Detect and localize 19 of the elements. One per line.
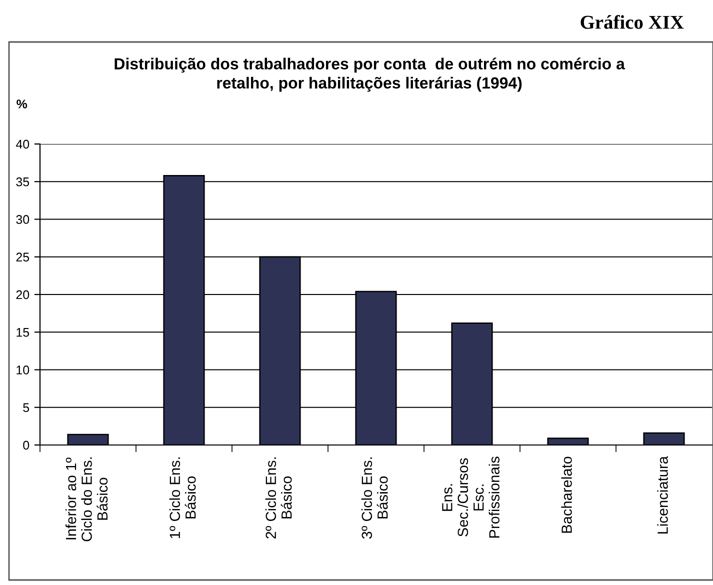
y-tick-label: 5 xyxy=(23,403,30,412)
x-tick-label: Ens. Sec./Cursos Esc. Profissionais xyxy=(442,456,500,538)
y-tick-label: 40 xyxy=(16,140,30,149)
y-tick-label: 20 xyxy=(16,290,30,300)
text: Gráfico XIX xyxy=(580,14,684,29)
y-tick-label: 25 xyxy=(16,252,30,262)
y-tick-label: 15 xyxy=(16,328,30,337)
x-tick-label: Licenciatura xyxy=(657,456,668,534)
y-tick-label: 30 xyxy=(16,215,30,224)
x-tick-label: Inferior ao 1º Ciclo do Ens. Básico xyxy=(65,457,108,542)
chart-title: Distribuição dos trabalhadores por conta de outrém no comércio a retalho, por habilitações literárias (1994) xyxy=(114,58,626,92)
y-tick-label: 35 xyxy=(16,177,30,186)
y-tick-label: 0 xyxy=(23,440,30,450)
y-tick-label: 10 xyxy=(16,366,30,374)
y-axis-title: % xyxy=(16,100,28,108)
x-tick-label: 1º Ciclo Ens. Básico xyxy=(169,457,196,538)
x-tick-label: 2º Ciclo Ens. Básico xyxy=(265,457,292,539)
x-tick-label: Bacharelato xyxy=(561,456,572,533)
x-tick-label: 3º Ciclo Ens. Básico xyxy=(361,457,388,539)
